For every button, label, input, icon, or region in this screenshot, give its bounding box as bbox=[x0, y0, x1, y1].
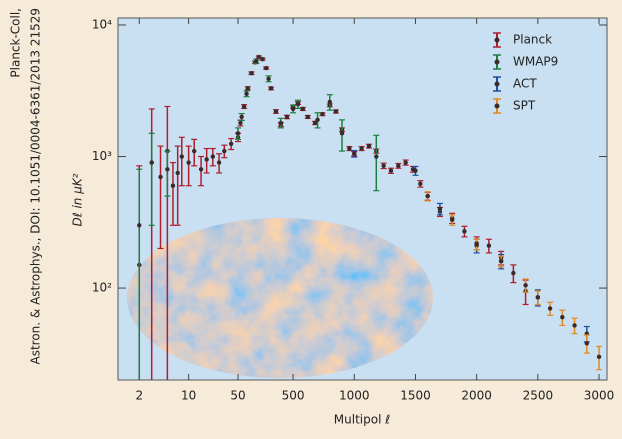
data-point bbox=[278, 120, 284, 126]
data-point bbox=[381, 163, 386, 169]
legend-marker bbox=[494, 59, 500, 65]
data-point bbox=[413, 168, 418, 173]
data-point bbox=[273, 109, 279, 114]
data-point bbox=[315, 117, 320, 123]
y-axis-label: Dℓ in μK² bbox=[71, 173, 85, 226]
data-point bbox=[511, 270, 516, 276]
data-point bbox=[396, 163, 401, 169]
data-point bbox=[192, 148, 197, 154]
data-point bbox=[333, 109, 339, 114]
data-point bbox=[268, 86, 274, 91]
data-point bbox=[186, 160, 191, 165]
data-point bbox=[352, 151, 357, 156]
sky-map bbox=[127, 218, 433, 378]
data-point bbox=[462, 229, 467, 234]
data-point bbox=[235, 131, 241, 136]
data-point bbox=[437, 206, 443, 212]
data-point bbox=[149, 160, 154, 165]
x-tick-label: 2500 bbox=[523, 389, 554, 403]
x-tick-label: 2000 bbox=[461, 389, 492, 403]
data-point bbox=[179, 154, 184, 159]
data-point bbox=[284, 114, 290, 120]
data-point bbox=[222, 148, 227, 154]
data-point bbox=[295, 101, 301, 107]
data-point bbox=[290, 106, 296, 112]
data-point bbox=[263, 65, 269, 71]
legend-marker bbox=[494, 37, 500, 43]
data-point bbox=[238, 120, 243, 126]
y-tick-label: 10⁴ bbox=[92, 17, 112, 31]
data-point bbox=[165, 167, 170, 172]
data-point bbox=[359, 146, 364, 151]
data-layer bbox=[136, 54, 603, 380]
legend-marker bbox=[494, 81, 500, 87]
y-tick-label: 10² bbox=[92, 281, 112, 295]
data-point bbox=[175, 170, 180, 176]
x-tick-label: 10 bbox=[181, 389, 196, 403]
data-point bbox=[425, 193, 430, 199]
data-point bbox=[498, 259, 504, 264]
data-point bbox=[347, 146, 352, 151]
data-point bbox=[403, 160, 408, 165]
legend-label: SPT bbox=[513, 99, 536, 113]
x-tick-label: 1000 bbox=[339, 389, 370, 403]
data-point bbox=[266, 76, 271, 81]
data-point bbox=[241, 104, 247, 109]
data-point bbox=[486, 243, 492, 248]
x-tick-label: 50 bbox=[230, 389, 245, 403]
data-point bbox=[228, 141, 234, 146]
data-point bbox=[158, 174, 163, 180]
data-point bbox=[366, 143, 372, 149]
data-point bbox=[137, 223, 142, 228]
data-point bbox=[216, 160, 222, 165]
data-point bbox=[210, 154, 216, 159]
data-point bbox=[547, 306, 553, 311]
data-point bbox=[305, 114, 310, 120]
x-tick-label: 500 bbox=[282, 389, 305, 403]
legend-label: ACT bbox=[513, 77, 537, 91]
data-point bbox=[239, 114, 244, 120]
x-tick-label: 1500 bbox=[400, 389, 431, 403]
legend-label: WMAP9 bbox=[513, 55, 558, 69]
data-point bbox=[170, 183, 176, 188]
data-point bbox=[198, 167, 204, 172]
data-point bbox=[523, 283, 528, 288]
citation-line: Planck-Coll, bbox=[9, 8, 23, 78]
data-point bbox=[245, 86, 250, 91]
data-point bbox=[572, 323, 577, 328]
data-point bbox=[260, 56, 265, 62]
legend-marker bbox=[494, 103, 500, 109]
data-point bbox=[300, 106, 306, 112]
data-point bbox=[535, 295, 541, 300]
x-axis-label: Multipol ℓ bbox=[334, 413, 390, 427]
y-tick-label: 10³ bbox=[92, 149, 112, 163]
data-point bbox=[388, 168, 394, 173]
legend-label: Planck bbox=[513, 33, 552, 47]
data-point bbox=[374, 154, 379, 159]
data-point bbox=[254, 59, 259, 64]
citation-line: Astron. & Astrophys., DOI: 10.1051/0004-… bbox=[29, 8, 43, 365]
data-point bbox=[418, 181, 423, 187]
x-tick-label: 3000 bbox=[584, 389, 615, 403]
data-point bbox=[327, 99, 332, 105]
data-point bbox=[204, 157, 209, 162]
data-point bbox=[339, 131, 345, 136]
data-point bbox=[320, 111, 325, 117]
data-point bbox=[474, 242, 479, 247]
x-tick-label: 2 bbox=[135, 389, 143, 403]
data-point bbox=[596, 354, 602, 360]
data-point bbox=[449, 217, 455, 223]
data-point bbox=[244, 91, 249, 96]
data-point bbox=[249, 70, 254, 76]
data-point bbox=[560, 315, 565, 320]
data-point bbox=[312, 120, 318, 126]
citation: Planck-Coll, Astron. & Astrophys., DOI: … bbox=[9, 8, 43, 365]
data-point bbox=[584, 341, 590, 346]
